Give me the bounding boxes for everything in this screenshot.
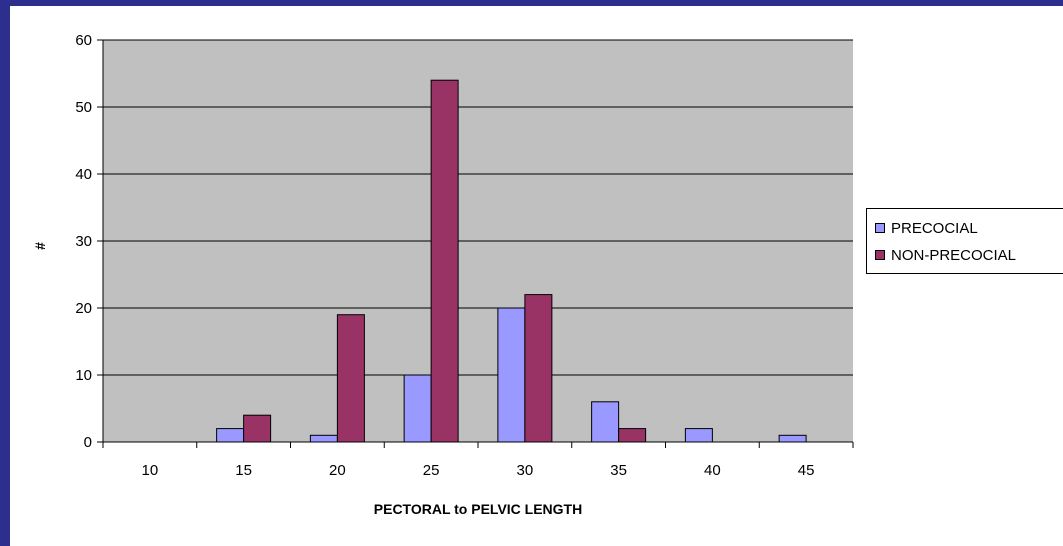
y-tick-label: 60 <box>75 32 92 49</box>
legend-item-precocial: PRECOCIAL <box>875 219 978 237</box>
bar-non-precocial-15 <box>243 414 272 443</box>
bar-precocial-45 <box>778 434 807 443</box>
bar-precocial-20 <box>309 434 338 443</box>
chart-frame: 0 10 20 30 40 50 60 10 15 20 25 30 35 40 45 PECTORAL … <box>10 6 1063 546</box>
bar-precocial-25 <box>403 374 432 443</box>
legend-label-precocial: PRECOCIAL <box>891 219 978 237</box>
bar-precocial-40 <box>684 428 713 443</box>
y-tick-label: 40 <box>75 166 92 183</box>
axes <box>97 39 854 448</box>
x-tick-label: 20 <box>329 462 346 479</box>
legend-swatch-precocial <box>875 223 885 233</box>
bar-precocial-15 <box>216 428 245 443</box>
bar-non-precocial-20 <box>336 314 365 443</box>
x-tick-label: 15 <box>235 462 252 479</box>
y-tick-label: 10 <box>75 367 92 384</box>
bar-chart: 0 10 20 30 40 50 60 10 15 20 25 30 35 40 45 PECTORAL … <box>32 32 854 517</box>
x-axis-title: PECTORAL to PELVIC LENGTH <box>374 501 582 517</box>
y-tick-labels: 0 10 20 30 40 50 60 <box>75 32 92 451</box>
legend-item-non-precocial: NON-PRECOCIAL <box>875 246 1016 264</box>
x-tick-label: 45 <box>798 462 815 479</box>
bar-precocial-35 <box>591 401 620 443</box>
x-tick-label: 40 <box>704 462 721 479</box>
y-tick-label: 20 <box>75 300 92 317</box>
gridlines <box>103 39 853 376</box>
legend: PRECOCIAL NON-PRECOCIAL <box>866 208 1063 274</box>
x-tick-label: 35 <box>610 462 627 479</box>
x-tick-label: 10 <box>142 462 159 479</box>
x-tick-label: 25 <box>423 462 440 479</box>
y-tick-label: 0 <box>84 434 92 451</box>
y-axis-title: # <box>32 242 48 250</box>
bar-non-precocial-25 <box>430 79 459 443</box>
legend-label-non-precocial: NON-PRECOCIAL <box>891 246 1017 264</box>
legend-swatch-non-precocial <box>875 250 885 260</box>
y-tick-label: 50 <box>75 99 92 116</box>
x-tick-labels: 10 15 20 25 30 35 40 45 <box>142 462 815 479</box>
bar-non-precocial-35 <box>618 428 647 443</box>
bar-non-precocial-30 <box>524 294 553 443</box>
bars <box>216 79 807 443</box>
x-tick-label: 30 <box>517 462 534 479</box>
bar-precocial-30 <box>497 307 526 443</box>
y-tick-label: 30 <box>75 233 92 250</box>
